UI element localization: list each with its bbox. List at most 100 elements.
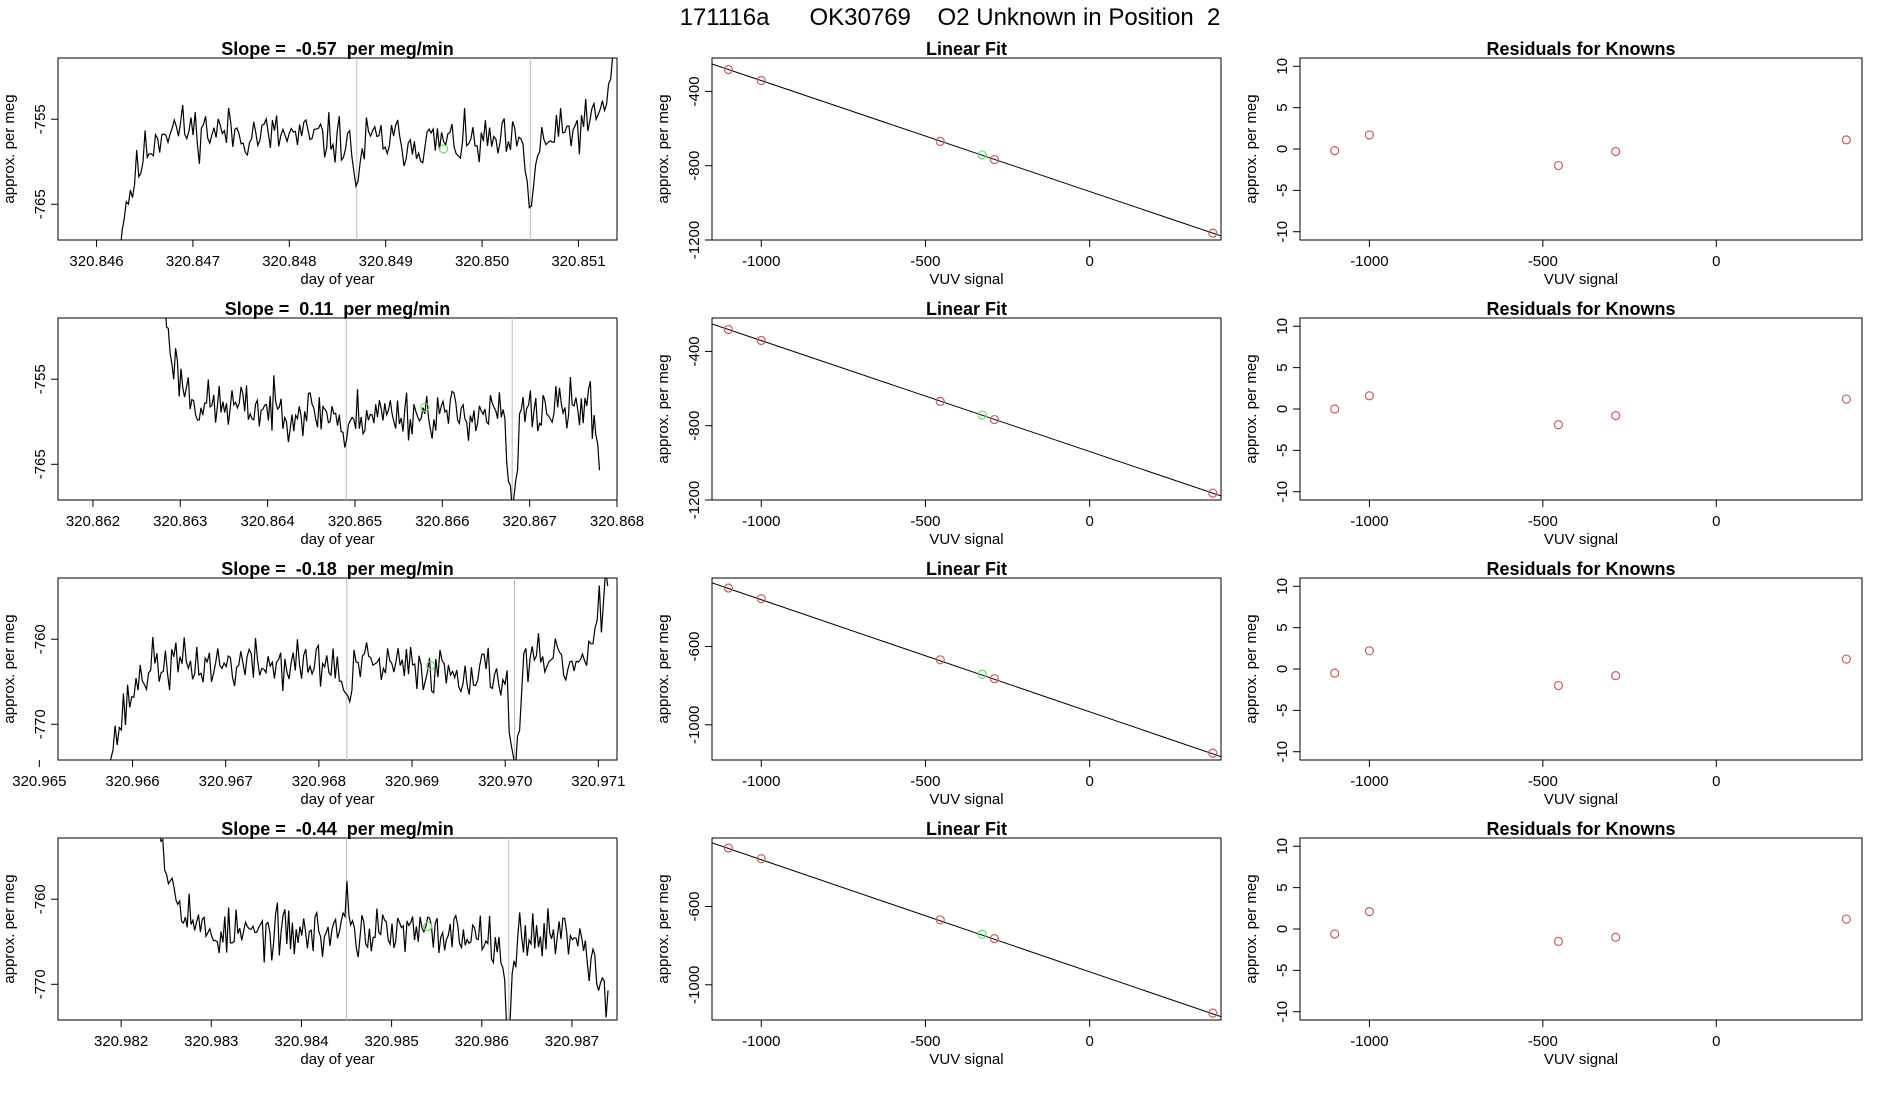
plot-frame <box>1299 57 1863 241</box>
x-axis-label: VUV signal <box>929 1051 1003 1068</box>
known-point <box>1208 748 1218 758</box>
y-axis-label: approx. per meg <box>655 354 672 463</box>
y-tick-label: -600 <box>686 631 703 661</box>
known-point <box>989 933 1000 944</box>
y-axis-label: approx. per meg <box>1243 354 1260 463</box>
unknown-point <box>977 929 987 939</box>
x-tick-label: 320.866 <box>415 513 469 530</box>
y-tick-label: -1000 <box>686 706 703 744</box>
known-point <box>935 655 945 665</box>
y-axis-label: approx. per meg <box>1243 614 1260 723</box>
y-axis-label: approx. per meg <box>1243 874 1260 983</box>
x-tick-label: -500 <box>910 513 940 530</box>
known-point <box>1330 146 1340 156</box>
x-axis-label: day of year <box>300 791 374 808</box>
x-tick-label: 320.865 <box>328 513 382 530</box>
y-tick-label: 0 <box>1274 925 1291 933</box>
x-tick-label: -500 <box>1528 513 1558 530</box>
x-tick-label: 320.968 <box>292 773 346 790</box>
plot-title: Slope = 0.11 per meg/min <box>225 299 451 319</box>
known-point <box>723 583 734 593</box>
x-tick-label: 320.846 <box>69 253 123 270</box>
y-tick-label: -400 <box>686 336 703 366</box>
plot-title: Residuals for Knowns <box>1486 559 1675 579</box>
x-tick-label: 320.864 <box>241 513 295 530</box>
y-tick-label: -770 <box>32 709 49 739</box>
fit-line <box>712 842 1221 1018</box>
known-point <box>1364 907 1374 917</box>
y-tick-label: 10 <box>1274 838 1291 855</box>
x-tick-label: 0 <box>1712 253 1720 270</box>
known-point <box>1553 160 1564 171</box>
plot-title: Linear Fit <box>926 39 1007 59</box>
data-trace-line <box>160 838 609 1020</box>
known-point <box>1841 654 1851 664</box>
x-axis-label: day of year <box>300 271 374 288</box>
y-tick-label: -755 <box>32 364 49 394</box>
y-axis-label: approx. per meg <box>1 94 18 203</box>
y-axis-label: approx. per meg <box>1 614 18 723</box>
y-tick-label: -10 <box>1274 741 1291 763</box>
known-point <box>1330 404 1340 414</box>
known-point <box>1208 488 1218 498</box>
x-tick-label: 320.984 <box>274 1033 328 1050</box>
plot-frame <box>711 577 1222 761</box>
known-point <box>1364 646 1374 656</box>
data-trace-line <box>120 58 614 240</box>
y-tick-label: 10 <box>1274 578 1291 595</box>
plot-frame <box>711 837 1222 1021</box>
x-tick-label: 320.987 <box>545 1033 599 1050</box>
plot-frame <box>57 837 618 1021</box>
plot-title: Residuals for Knowns <box>1486 39 1675 59</box>
x-tick-label: -500 <box>910 253 940 270</box>
x-tick-label: -1000 <box>1350 773 1388 790</box>
plot-frame <box>57 577 618 761</box>
y-tick-label: -755 <box>32 104 49 134</box>
plot-title: Linear Fit <box>926 299 1007 319</box>
x-tick-label: 320.847 <box>166 253 220 270</box>
y-tick-label: -400 <box>686 76 703 106</box>
known-point <box>723 324 734 335</box>
x-tick-label: -1000 <box>742 513 780 530</box>
known-point <box>756 75 766 86</box>
x-axis-label: VUV signal <box>1544 271 1618 288</box>
x-tick-label: 0 <box>1712 773 1720 790</box>
known-point <box>935 136 945 146</box>
y-axis-label: approx. per meg <box>655 614 672 723</box>
x-tick-label: -1000 <box>742 253 780 270</box>
known-point <box>1611 146 1621 157</box>
known-point <box>1841 914 1851 924</box>
known-point <box>1330 929 1340 939</box>
y-tick-label: -800 <box>686 411 703 441</box>
known-point <box>1841 135 1851 145</box>
plot-frame <box>1299 837 1863 1021</box>
x-tick-label: 320.982 <box>94 1033 148 1050</box>
y-tick-label: 5 <box>1274 103 1291 111</box>
y-tick-label: -600 <box>686 891 703 921</box>
x-tick-label: -1000 <box>1350 1033 1388 1050</box>
x-tick-label: -500 <box>910 1033 940 1050</box>
x-tick-label: -1000 <box>1350 253 1388 270</box>
y-tick-label: 0 <box>1274 665 1291 673</box>
x-axis-label: VUV signal <box>929 271 1003 288</box>
known-point <box>1611 671 1621 681</box>
y-axis-label: approx. per meg <box>1243 94 1260 203</box>
y-tick-label: 0 <box>1274 405 1291 413</box>
plot-frame <box>57 57 618 241</box>
y-tick-label: -1000 <box>686 966 703 1004</box>
x-tick-label: 320.851 <box>551 253 605 270</box>
known-point <box>1611 932 1621 942</box>
plot-title: Linear Fit <box>926 819 1007 839</box>
plot-title: Slope = -0.57 per meg/min <box>221 39 454 59</box>
y-tick-label: -1200 <box>686 221 703 259</box>
x-axis-label: VUV signal <box>929 531 1003 548</box>
unknown-point <box>977 669 987 679</box>
known-point <box>1841 394 1851 404</box>
known-point <box>989 673 1000 684</box>
x-tick-label: 320.966 <box>105 773 159 790</box>
y-tick-label: -10 <box>1274 1001 1291 1023</box>
unknown-point <box>977 150 987 160</box>
plot-title: Residuals for Knowns <box>1486 299 1675 319</box>
y-tick-label: 0 <box>1274 145 1291 153</box>
y-axis-label: approx. per meg <box>655 874 672 983</box>
